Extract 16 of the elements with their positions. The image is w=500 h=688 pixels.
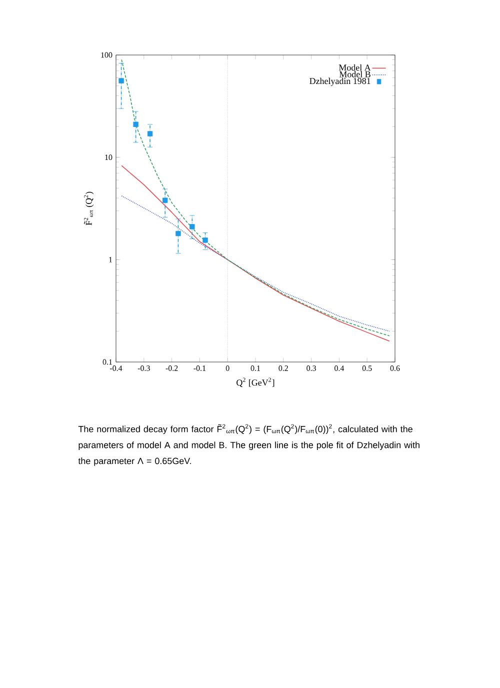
legend-label: Model A [338, 64, 371, 71]
line-series [121, 165, 390, 342]
point [147, 131, 153, 136]
point [202, 238, 208, 243]
point [162, 198, 168, 203]
line-series [121, 59, 390, 336]
y-axis-title: F̃$^{2}$$_{ωπ}$ (Q$^{2}$) [84, 192, 94, 226]
legend-label: Dzhelyadin 1981 [310, 78, 370, 86]
x-axis-title: Q$^{2}$ [GeV$^{2}$] [236, 378, 274, 387]
point [118, 78, 124, 84]
text: The normalized decay form factor F̃$^{2}$$_{ωπ}$(Q$^{2}$) = (F$_{ωπ}$(Q$^{2}$)/F$_{ωπ}$(0))$^{2}$, calculated with the parameters of model A and model B. The green line is the pole fit of Dzhelyadin with the parameter Λ = 0.65GeV. [78, 424, 420, 466]
point [133, 122, 138, 127]
legend-label: Model B [339, 71, 370, 78]
line-series [121, 195, 390, 332]
point [176, 230, 181, 236]
point [190, 224, 195, 230]
